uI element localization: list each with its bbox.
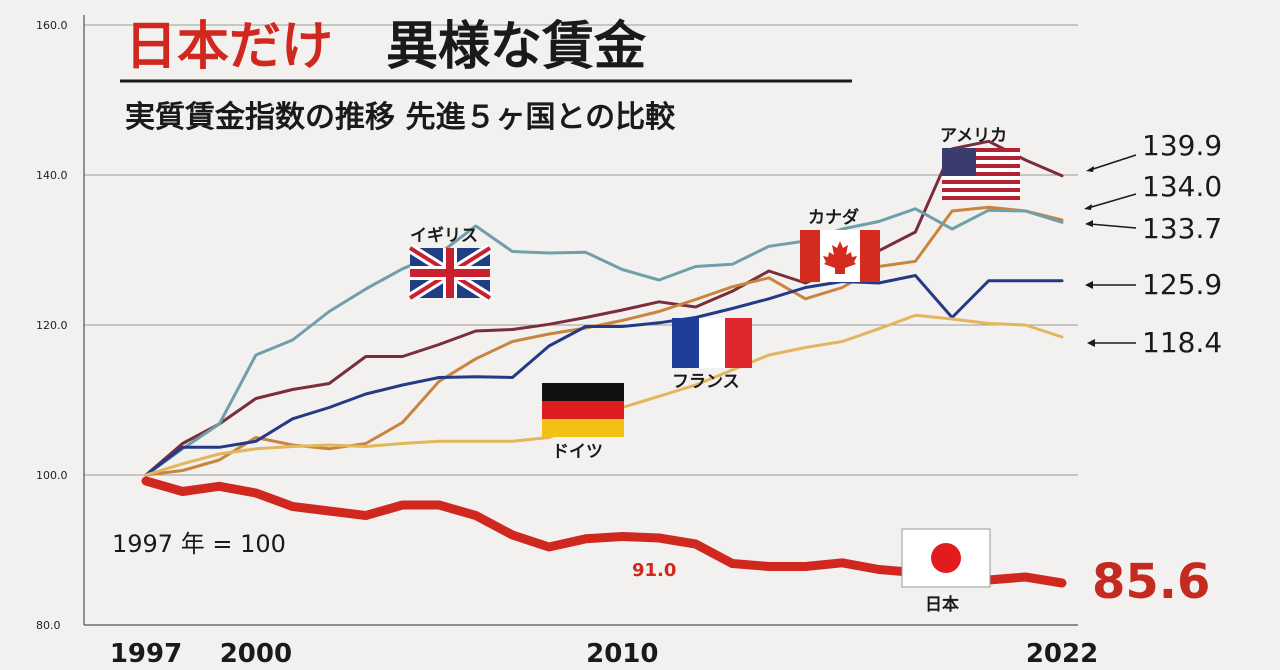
label-canada: カナダ [808,207,859,228]
uk-flag [407,243,493,303]
end-label-germany: 118.4 [1142,326,1222,359]
x-tick-label: 2022 [1026,639,1098,669]
end-label-usa: 139.9 [1142,129,1222,162]
series-lines [141,139,1067,588]
germany-flag [542,383,624,437]
label-germany: ドイツ [552,442,603,462]
series-line [144,274,1064,477]
y-tick-labels: 80.0 100.0 120.0 140.0 160.0 [36,19,68,632]
y-tick-label: 160.0 [36,19,68,32]
label-france: フランス [672,372,740,392]
canada-flag [800,230,880,282]
france-flag [672,318,752,368]
end-value-labels: 139.9 134.0 133.7 125.9 118.4 [1084,129,1222,359]
base-year-note: 1997 年 = 100 [112,530,286,558]
end-label-canada: 134.0 [1142,170,1222,203]
label-uk: イギリス [410,226,478,246]
gridlines [84,24,1078,476]
x-tick-label: 2000 [220,639,292,669]
series-line [144,207,1064,477]
y-tick-label: 140.0 [36,169,68,182]
title-black-part: 異様な賃金 [386,17,647,77]
label-usa: アメリカ [940,126,1007,146]
title-red-part: 日本だけ [125,17,333,77]
x-tick-label: 1997 [110,639,182,669]
label-japan: 日本 [925,594,959,615]
x-tick-labels: 1997 2000 2010 2022 [110,639,1098,669]
japan-end-label: 85.6 [1092,554,1210,610]
series-line [144,139,1064,477]
subtitle: 実質賃金指数の推移 先進５ヶ国との比較 [125,100,676,135]
end-label-france: 125.9 [1142,268,1222,301]
y-tick-label: 100.0 [36,469,68,482]
end-label-uk: 133.7 [1142,212,1222,245]
japan-mid-label: 91.0 [632,560,676,581]
japan-flag [901,528,991,588]
x-tick-label: 2010 [586,639,658,669]
usa-flag [942,148,1020,200]
axes [83,15,1078,626]
y-tick-label: 80.0 [36,619,61,632]
y-tick-label: 120.0 [36,319,68,332]
